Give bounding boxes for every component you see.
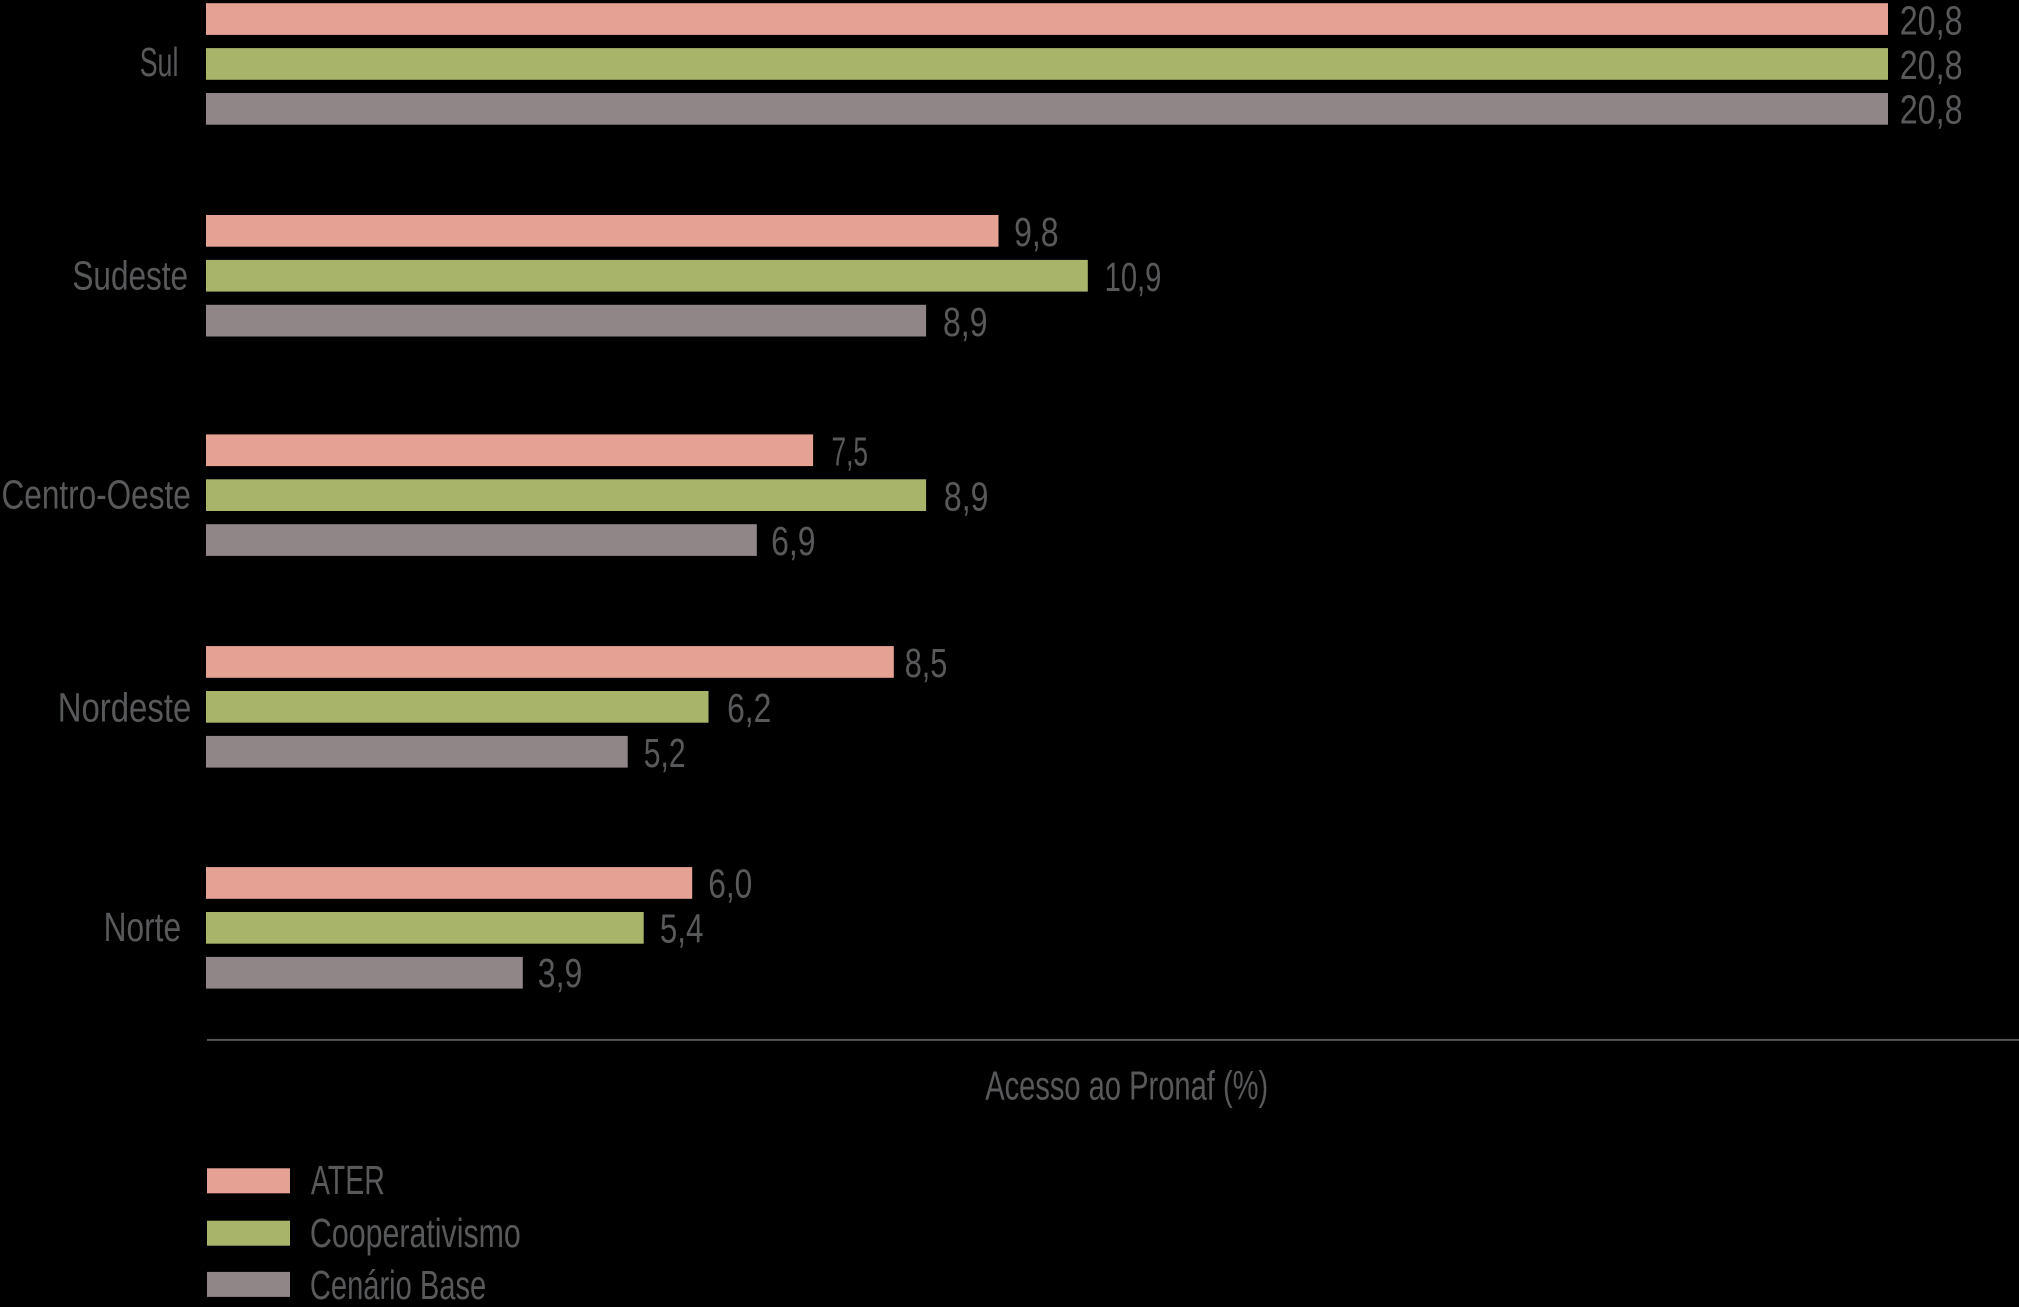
svg-text:5,2: 5,2 — [644, 730, 686, 776]
svg-text:6,2: 6,2 — [727, 685, 771, 731]
svg-text:7,5: 7,5 — [832, 428, 869, 474]
svg-text:Norte: Norte — [104, 904, 182, 950]
svg-text:Cooperativismo: Cooperativismo — [310, 1210, 521, 1256]
svg-text:Nordeste: Nordeste — [58, 684, 192, 730]
svg-text:8,9: 8,9 — [943, 299, 988, 345]
svg-text:20,8: 20,8 — [1900, 0, 1963, 43]
svg-text:3,9: 3,9 — [538, 950, 583, 996]
svg-text:9,8: 9,8 — [1014, 209, 1059, 255]
svg-text:10,9: 10,9 — [1105, 254, 1162, 300]
svg-text:Sudeste: Sudeste — [72, 252, 188, 298]
svg-text:8,9: 8,9 — [944, 473, 989, 519]
svg-text:8,5: 8,5 — [905, 640, 948, 686]
svg-text:20,8: 20,8 — [1900, 42, 1963, 88]
svg-text:6,9: 6,9 — [771, 518, 816, 564]
svg-text:Cenário Base: Cenário Base — [310, 1262, 486, 1307]
svg-text:Acesso ao Pronaf (%): Acesso ao Pronaf (%) — [985, 1062, 1268, 1108]
svg-text:20,8: 20,8 — [1900, 87, 1963, 133]
svg-text:Sul: Sul — [140, 39, 179, 85]
svg-text:5,4: 5,4 — [660, 905, 704, 951]
svg-text:ATER: ATER — [311, 1157, 385, 1203]
svg-text:6,0: 6,0 — [708, 861, 752, 907]
svg-text:Centro-Oeste: Centro-Oeste — [2, 472, 191, 518]
